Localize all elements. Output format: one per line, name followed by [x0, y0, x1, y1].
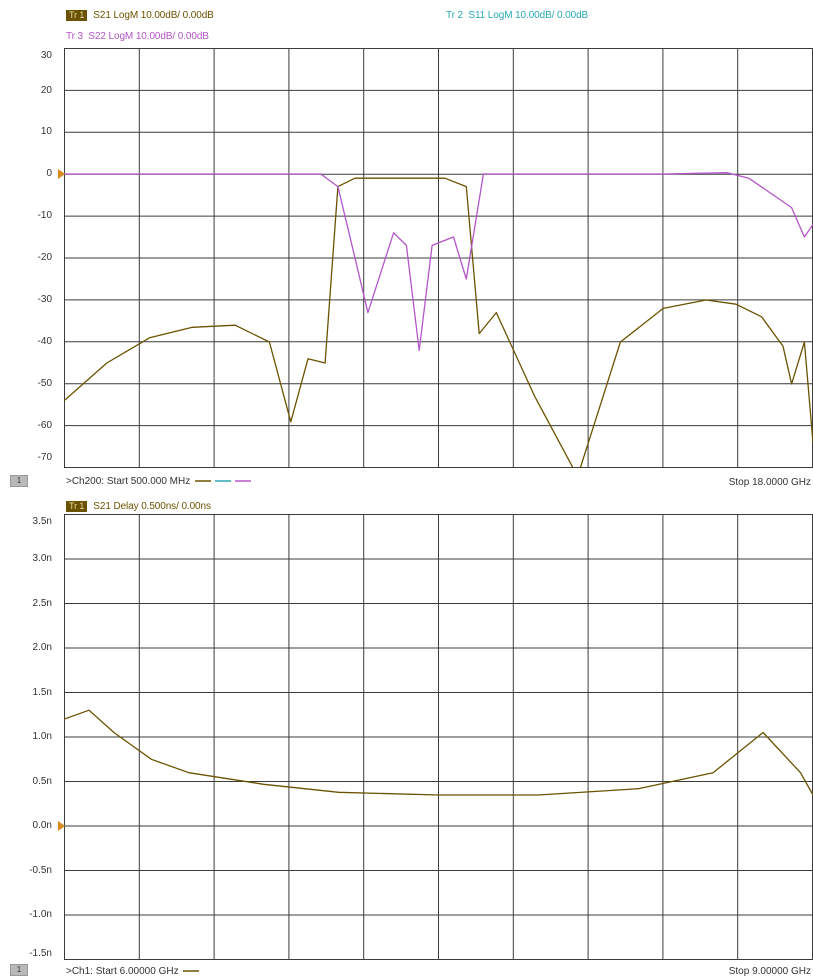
top-ytick-10: -70 [37, 452, 52, 463]
bottom-reference-marker[interactable] [58, 821, 66, 831]
bottom-ytick-6: 0.5n [32, 776, 52, 787]
bottom-ytick-0: 3.5n [32, 516, 52, 527]
bottom-plot-area[interactable] [64, 514, 813, 960]
top-reference-marker[interactable] [58, 169, 66, 179]
bottom-window-number[interactable]: 1 [10, 964, 28, 976]
bottom-ytick-8: -0.5n [29, 865, 52, 876]
top-ytick-9: -60 [37, 420, 52, 431]
top-ytick-6: -30 [37, 294, 52, 305]
trace-s21-line[interactable] [64, 177, 813, 468]
top-traces [64, 172, 813, 468]
top-window-number[interactable]: 1 [10, 475, 28, 487]
top-ytick-0: 30 [40, 50, 52, 61]
trace-1-text: S21 LogM 10.00dB/ 0.00dB [93, 10, 214, 22]
bottom-ref-arrow-icon [58, 821, 65, 831]
top-footer-start: >Ch200: Start 500.000 MHz [66, 476, 253, 487]
trace-3-label[interactable]: Tr 3 S22 LogM 10.00dB/ 0.00dB [66, 31, 209, 42]
bottom-footer-stop: Stop 9.00000 GHz [728, 966, 811, 977]
bottom-ytick-3: 2.0n [32, 642, 52, 653]
bottom-footer-trace-legend [183, 970, 200, 973]
trace-3-id: Tr 3 [66, 31, 84, 42]
delay-trace-text: S21 Delay 0.500ns/ 0.00ns [93, 501, 211, 513]
delay-trace-label[interactable]: Tr 1 S21 Delay 0.500ns/ 0.00ns [66, 501, 211, 512]
top-ytick-2: 10 [40, 126, 52, 137]
bottom-start-label: >Ch1: Start 6.00000 GHz [66, 966, 179, 977]
top-plot-area[interactable] [64, 48, 813, 468]
bottom-ytick-1: 3.0n [32, 553, 52, 564]
trace-1-badge[interactable]: Tr 1 [66, 10, 88, 21]
top-ytick-3: 0 [46, 168, 52, 179]
top-ytick-8: -50 [37, 378, 52, 389]
bottom-ytick-2: 2.5n [32, 598, 52, 609]
top-footer-stop: Stop 18.0000 GHz [728, 477, 811, 488]
bottom-ytick-10: -1.5n [29, 948, 52, 959]
bottom-ytick-4: 1.5n [32, 687, 52, 698]
bottom-ytick-9: -1.0n [29, 909, 52, 920]
top-start-label: >Ch200: Start 500.000 MHz [66, 476, 191, 487]
trace-2-label[interactable]: Tr 2 S11 LogM 10.00dB/ 0.00dB [446, 10, 588, 21]
trace-2-id: Tr 2 [446, 10, 464, 21]
trace-2-text: S11 LogM 10.00dB/ 0.00dB [468, 10, 589, 21]
bottom-traces [64, 709, 813, 796]
bottom-footer-start: >Ch1: Start 6.00000 GHz [66, 966, 201, 977]
trace-1-label[interactable]: Tr 1 S21 LogM 10.00dB/ 0.00dB [66, 10, 214, 21]
top-grid [64, 48, 813, 468]
trace-3-text: S22 LogM 10.00dB/ 0.00dB [88, 31, 209, 42]
delay-trace-badge[interactable]: Tr 1 [66, 501, 88, 512]
bottom-grid [64, 514, 813, 960]
top-ytick-7: -40 [37, 336, 52, 347]
top-ytick-5: -20 [37, 252, 52, 263]
top-footer-trace-legend [195, 480, 252, 483]
top-ref-arrow-icon [58, 169, 65, 179]
top-ytick-1: 20 [40, 85, 52, 96]
top-ytick-4: -10 [37, 210, 52, 221]
trace-s21-line[interactable] [64, 709, 813, 796]
bottom-ytick-7: 0.0n [32, 820, 52, 831]
trace-s22-line[interactable] [64, 172, 813, 352]
bottom-ytick-5: 1.0n [32, 731, 52, 742]
